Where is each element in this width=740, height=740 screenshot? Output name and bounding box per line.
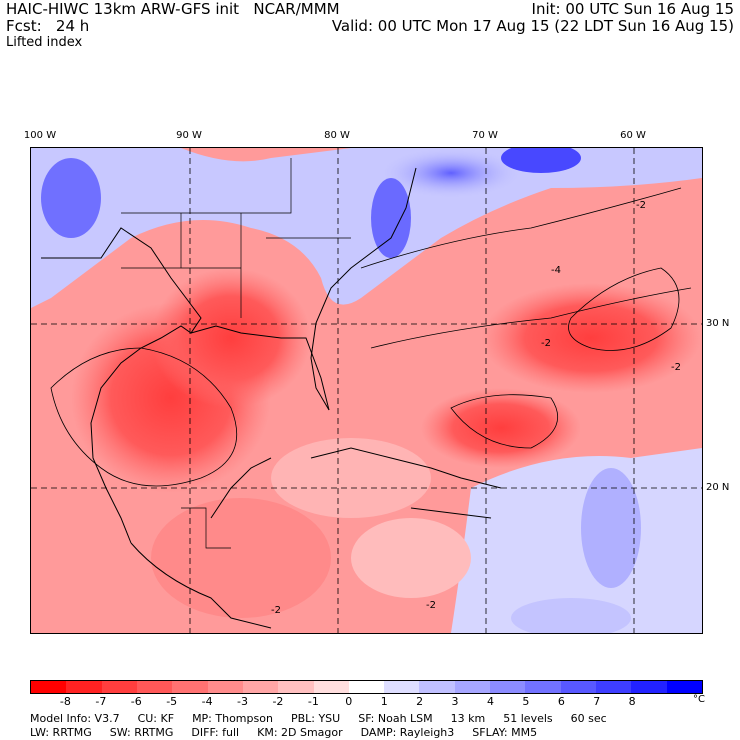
- lat-label-20n: 20 N: [706, 482, 730, 493]
- colorbar-segment: [454, 681, 491, 693]
- colorbar-segment: [278, 681, 314, 693]
- colorbar-tick-label: -4: [201, 695, 213, 708]
- colorbar-segment: [348, 681, 385, 693]
- colorbar-tick-label: 4: [486, 695, 494, 708]
- colorbar-segment: [560, 681, 596, 693]
- colorbar-segment: [172, 681, 208, 693]
- colorbar-tick-label: 0: [345, 695, 353, 708]
- contour-label: -2: [541, 338, 551, 349]
- colorbar-tick-label: -6: [130, 695, 142, 708]
- colorbar-segment: [242, 681, 279, 693]
- contour-label: -2: [671, 362, 681, 373]
- colorbar-segment: [101, 681, 137, 693]
- contour-label: -2: [271, 605, 281, 616]
- contour-label: -2: [426, 600, 436, 611]
- model-info-item: SW: RRTMG: [109, 726, 174, 739]
- model-info-item: KM: 2D Smagor: [257, 726, 343, 739]
- model-info-item: Model Info: V3.7: [30, 712, 120, 725]
- colorbar-tick-label: -1: [307, 695, 319, 708]
- colorbar-tick-label: 3: [451, 695, 459, 708]
- colorbar-tick-label: 8: [628, 695, 636, 708]
- colorbar-tick-label: -7: [95, 695, 107, 708]
- colorbar-tick-label: -8: [59, 695, 71, 708]
- colorbar-tick-label: -5: [166, 695, 178, 708]
- model-info-item: DAMP: Rayleigh3: [360, 726, 455, 739]
- model-info-item: 13 km: [450, 712, 486, 725]
- contour-label: -2: [636, 200, 646, 211]
- lon-label-60w: 60 W: [620, 130, 646, 141]
- colorbar-unit: °C: [693, 694, 705, 705]
- colorbar-segment: [136, 681, 173, 693]
- model-info-item: CU: KF: [137, 712, 175, 725]
- header-title: HAIC-HIWC 13km ARW-GFS init NCAR/MMM: [6, 0, 340, 18]
- colorbar-tick-label: 7: [593, 695, 601, 708]
- colorbar-segment: [419, 681, 455, 693]
- model-info-item: 51 levels: [503, 712, 553, 725]
- model-info-item: SFLAY: MM5: [472, 726, 538, 739]
- colorbar-tick-label: -2: [272, 695, 284, 708]
- lon-label-70w: 70 W: [472, 130, 498, 141]
- colorbar-segment: [490, 681, 526, 693]
- blue-stable-areas: [31, 148, 702, 633]
- colorbar-segment: [207, 681, 243, 693]
- model-info-item: LW: RRTMG: [30, 726, 92, 739]
- coastlines: [41, 167, 502, 629]
- init-time: Init: 00 UTC Sun 16 Aug 15: [531, 0, 734, 18]
- colorbar-tick-label: 6: [557, 695, 565, 708]
- colorbar-segment: [631, 681, 667, 693]
- colorbar-tick-label: 2: [416, 695, 424, 708]
- field-name: Lifted index: [6, 35, 83, 50]
- valid-time: Valid: 00 UTC Mon 17 Aug 15 (22 LDT Sun …: [331, 17, 734, 35]
- model-info-item: MP: Thompson: [192, 712, 273, 725]
- colorbar-segment: [596, 681, 632, 693]
- contour-lines: [50, 187, 692, 487]
- colorbar-tick-label: 1: [380, 695, 388, 708]
- colorbar: [30, 680, 703, 694]
- model-info-line2: LW: RRTMG SW: RRTMG DIFF: full KM: 2D Smago…: [30, 726, 555, 739]
- lon-label-90w: 90 W: [176, 130, 202, 141]
- colorbar-segment: [525, 681, 561, 693]
- colorbar-segment: [66, 681, 102, 693]
- model-info-item: PBL: YSU: [290, 712, 341, 725]
- contour-label: -4: [551, 265, 561, 276]
- colorbar-tick-label: -3: [237, 695, 248, 708]
- grid-lines: [31, 148, 702, 633]
- colorbar-segment: [313, 681, 349, 693]
- forecast-hour: Fcst: 24 h: [6, 17, 90, 35]
- lon-label-100w: 100 W: [23, 130, 57, 141]
- model-info-item: SF: Noah LSM: [358, 712, 433, 725]
- lat-label-30n: 30 N: [706, 318, 730, 329]
- model-info-line1: Model Info: V3.7 CU: KF MP: Thompson PBL: Y…: [30, 712, 625, 725]
- colorbar-tick-label: 5: [522, 695, 530, 708]
- colorbar-segment: [31, 681, 67, 693]
- borders: [121, 158, 351, 549]
- model-info-item: 60 sec: [570, 712, 607, 725]
- colorbar-segment: [384, 681, 420, 693]
- lon-label-80w: 80 W: [324, 130, 350, 141]
- model-info-item: DIFF: full: [191, 726, 240, 739]
- lifted-index-map: -2 -4 -2 -2 -2 -2: [30, 147, 703, 634]
- colorbar-segment: [666, 681, 702, 693]
